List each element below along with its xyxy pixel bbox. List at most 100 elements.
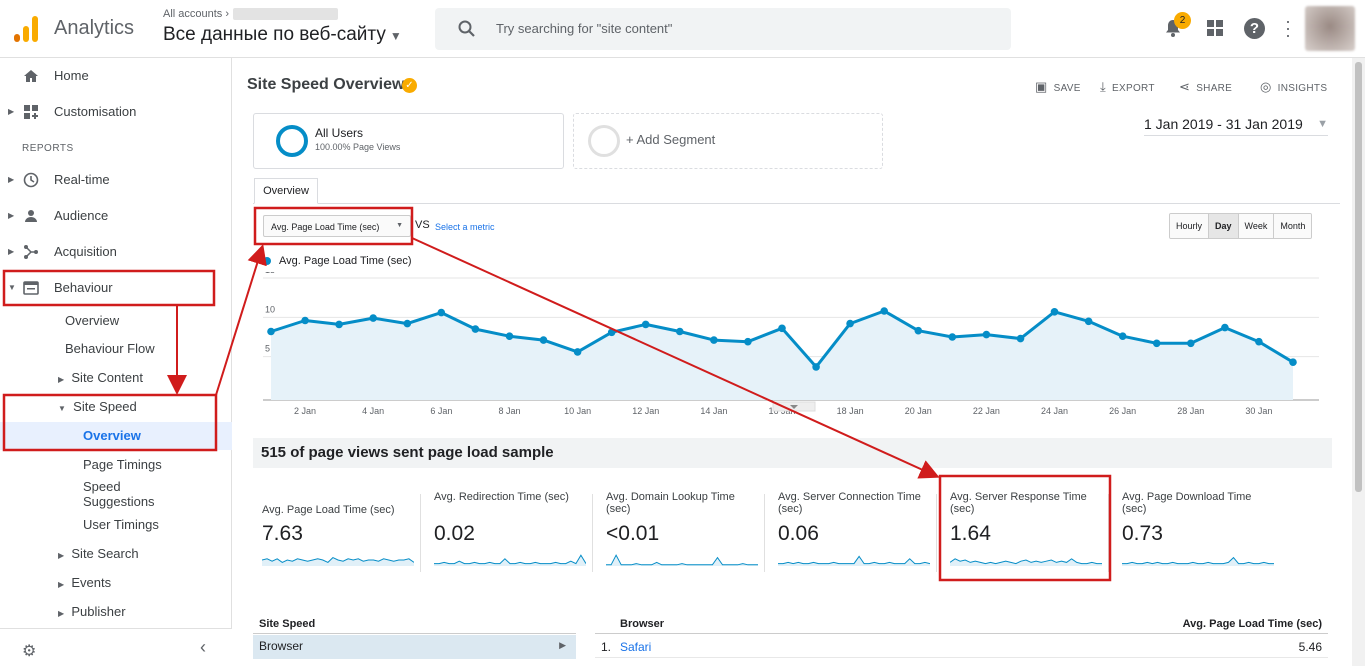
sidebar-item-site-content[interactable]: ▶ Site Content [58,370,143,385]
caret-down-icon: ▼ [396,222,403,229]
apps-grid-icon[interactable] [1207,20,1223,36]
data-point [1050,308,1059,316]
metric-card[interactable]: Avg. Redirection Time (sec) 0.02 [425,488,593,576]
search-box[interactable]: Try searching for "site content" [435,8,1011,50]
sidebar-item-label: Customisation [54,104,137,119]
metric-card[interactable]: Avg. Server Response Time (sec) 1.64 [941,488,1109,576]
data-point [539,336,548,344]
granularity-hourly-button[interactable]: Hourly [1170,214,1210,238]
metric-selector[interactable]: Avg. Page Load Time (sec) ▼ [263,215,411,237]
data-point [676,327,684,336]
metric-value: 0.06 [778,522,819,545]
date-range-picker[interactable]: 1 Jan 2019 - 31 Jan 2019 ▼ [1144,116,1328,136]
save-button[interactable]: ▣ SAVE [1035,79,1081,95]
browser-table-header: Browser Avg. Page Load Time (sec) [595,616,1328,634]
sidebar-item-label: Real-time [54,172,110,187]
view-selector[interactable]: Все данные по веб-сайту ▼ [163,24,402,46]
site-speed-table-header: Site Speed [253,616,576,634]
share-icon: ⋖ [1179,79,1191,94]
sidebar-item-behaviour-overview[interactable]: Overview [65,313,120,328]
brand-name: Analytics [54,17,135,39]
sidebar-item-page-timings[interactable]: Page Timings [83,457,162,472]
caret-down-icon: ▼ [389,29,402,43]
share-button[interactable]: ⋖ SHARE [1179,79,1232,95]
data-point [335,320,343,329]
granularity-week-button[interactable]: Week [1238,214,1275,238]
data-point [812,363,820,371]
metric-selector-value: Avg. Page Load Time (sec) [271,222,380,232]
data-point [982,330,991,339]
expand-arrow-icon: ▶ [8,107,15,116]
metric-card[interactable]: Avg. Page Load Time (sec) 7.63 [253,488,421,576]
sparkline-area [778,556,930,566]
home-icon [24,70,38,82]
analytics-logo-icon[interactable] [14,16,38,42]
sidebar-item-label: Acquisition [54,244,117,259]
insights-button[interactable]: ◎ INSIGHTS [1260,79,1327,95]
expand-arrow-icon: ▶ [8,175,15,184]
tab-overview[interactable]: Overview [254,178,318,204]
site-speed-dimension-browser[interactable]: Browser ▶ [253,635,576,659]
sidebar-item-speed-suggestions[interactable]: Speed Suggestions [83,479,155,509]
segment-all-users[interactable]: All Users 100.00% Page Views [253,113,564,169]
granularity-month-button[interactable]: Month [1274,214,1312,238]
data-point [437,308,446,317]
collapse-sidebar-chevron-icon[interactable]: ‹ [200,637,206,657]
browser-link[interactable]: Safari [620,640,652,654]
sidebar-item-label: Events [71,575,112,590]
metric-card[interactable]: Avg. Server Connection Time (sec) 0.06 [769,488,937,576]
scrollbar-thumb[interactable] [1355,62,1362,492]
sidebar-item-events[interactable]: ▶ Events [58,575,111,590]
select-comparison-metric-link[interactable]: Select a metric [435,222,495,232]
sidebar-item-label: Audience [54,208,109,223]
person-icon [25,210,37,222]
export-button[interactable]: ⤓ EXPORT [1100,79,1155,95]
metric-label: Avg. Page Load Time (sec) [262,504,395,516]
sidebar-item-label: Site Search [71,546,139,561]
metric-value: 7.63 [262,522,303,545]
data-point [846,319,854,328]
sidebar-footer: ⚙ ‹ [0,628,232,666]
report-main: Site Speed Overview ✓ ▣ SAVE ⤓ EXPORT ⋖ SHA… [233,58,1350,666]
date-range-text: 1 Jan 2019 - 31 Jan 2019 [1144,116,1303,132]
metric-label: Avg. Server Connection Time (sec) [778,491,921,515]
y-tick-label: 15 [265,272,275,275]
sidebar-item-label: Home [54,68,89,83]
sidebar-item-behaviour-flow[interactable]: Behaviour Flow [65,341,155,356]
add-segment-label: + Add Segment [626,132,716,147]
metric-card[interactable]: Avg. Page Download Time (sec) 0.73 [1113,488,1281,576]
view-name: Все данные по веб-сайту [163,24,386,45]
metric-sparkline [434,554,586,566]
sparkline-line [606,554,758,566]
page-scrollbar[interactable] [1352,58,1365,666]
expand-arrow-icon: ▶ [58,580,65,589]
metric-card[interactable]: Avg. Domain Lookup Time (sec) <0.01 [597,488,765,576]
add-segment-button[interactable]: + Add Segment [573,113,883,169]
dimension-label: Browser [259,639,304,653]
metric-sparkline [262,557,414,566]
data-point [914,326,923,335]
reports-heading: REPORTS [22,143,74,154]
sidebar-item-user-timings[interactable]: User Timings [83,517,159,532]
account-breadcrumb[interactable]: All accounts › [163,8,339,21]
sidebar-item-site-speed[interactable]: ▼ Site Speed [58,399,137,414]
sidebar-item-publisher[interactable]: ▶ Publisher [58,604,126,619]
caret-down-icon: ▼ [1317,118,1328,130]
sidebar-item-site-speed-overview[interactable]: Overview [83,428,141,443]
more-vert-icon[interactable]: · · · [1285,11,1291,45]
data-point [641,320,650,329]
sidebar-item-site-search[interactable]: ▶ Site Search [58,546,139,561]
notification-badge: 2 [1174,12,1191,29]
gear-icon[interactable]: ⚙ [22,643,37,660]
data-point [403,319,412,328]
avatar[interactable] [1305,6,1355,51]
metric-value: 0.02 [434,522,475,545]
data-point [1118,332,1127,340]
sparkline-line [778,555,930,565]
granularity-day-button[interactable]: Day [1209,214,1239,238]
data-point [1016,334,1025,343]
metric-label: Avg. Redirection Time (sec) [434,491,569,503]
help-icon[interactable]: ? [1244,18,1265,39]
series-area [271,311,1293,400]
legend-label: Avg. Page Load Time (sec) [279,255,412,267]
